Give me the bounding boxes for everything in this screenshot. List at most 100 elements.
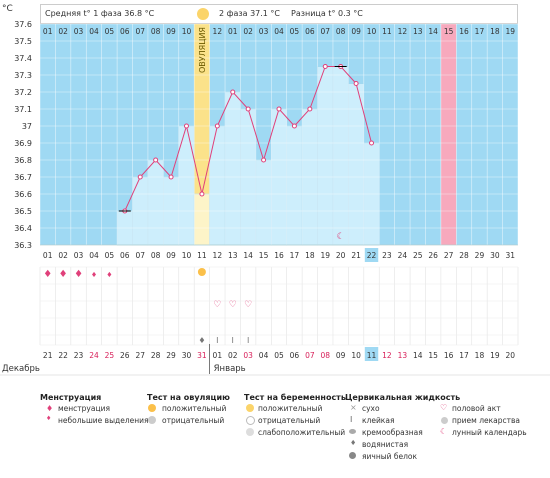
small-drop-icon: ♦	[46, 415, 52, 422]
sticky-icon: I	[350, 415, 353, 424]
date-label: 23	[74, 351, 84, 360]
temp-point	[137, 174, 143, 180]
preg-negative-icon	[246, 416, 255, 425]
top-day-label: 07	[135, 27, 145, 36]
top-day-label: 07	[320, 27, 330, 36]
legend-ovul-pos: положительный	[162, 404, 227, 413]
watery-icon: ♦	[350, 439, 357, 447]
temp-bar	[193, 193, 210, 246]
menstruation-drop: ♦	[59, 269, 68, 280]
date-label: 13	[398, 351, 408, 360]
y-tick-label: 37.6	[14, 20, 32, 29]
date-label: 20	[506, 351, 516, 360]
y-tick-label: 37.1	[14, 105, 32, 114]
moon-icon: ☾	[440, 427, 448, 436]
cycle-day-label: 27	[444, 251, 454, 260]
cycle-day-label: 02	[58, 251, 68, 260]
cycle-day-label: 21	[351, 251, 361, 260]
y-tick-label: 37.3	[14, 71, 32, 80]
legend-preg-pos: положительный	[258, 404, 323, 413]
heart-icon: ♡	[244, 300, 252, 310]
top-day-label: 19	[506, 27, 516, 36]
y-tick-label: 36.3	[14, 241, 32, 250]
date-label: 22	[58, 351, 68, 360]
temp-point	[322, 64, 328, 69]
legend-cerv-head: Цервикальная жидкость	[345, 393, 461, 402]
preg-positive-icon	[246, 404, 254, 412]
legend-preg-head: Тест на беременность	[244, 393, 346, 402]
cycle-day-label: 05	[105, 251, 115, 260]
temp-point	[214, 123, 220, 129]
sticky-icon: I	[216, 336, 218, 345]
temp-point	[230, 89, 236, 95]
date-label: 30	[182, 351, 192, 360]
eggwhite-icon	[349, 452, 356, 459]
cycle-day-label: 10	[182, 251, 192, 260]
heart-icon: ♡	[213, 300, 221, 310]
creamy-icon	[349, 429, 356, 434]
cycle-day-label: 15	[259, 251, 269, 260]
menstruation-drop: ♦	[106, 271, 112, 279]
date-label: 31	[197, 351, 207, 360]
temp-bar	[286, 125, 303, 246]
cycle-day-label: 09	[166, 251, 176, 260]
date-label: 28	[151, 351, 161, 360]
legend-cerv4: водянистая	[362, 440, 409, 449]
legend-menstr-head: Менструация	[40, 393, 102, 402]
top-day-label: 12	[213, 27, 223, 36]
top-day-label: 03	[74, 27, 84, 36]
cycle-day-label: 08	[151, 251, 161, 260]
top-day-label: 04	[89, 27, 99, 36]
cycle-day-label: 13	[228, 251, 238, 260]
date-label: 25	[105, 351, 115, 360]
sun-negative-icon	[148, 416, 156, 424]
cycle-day-label: 07	[135, 251, 145, 260]
date-label: 12	[382, 351, 392, 360]
temp-point	[353, 81, 359, 86]
temp-point	[276, 106, 282, 112]
temp-point	[307, 106, 313, 112]
cycle-day-label: 17	[290, 251, 300, 260]
drop-icon: ♦	[46, 404, 54, 413]
top-day-label: 04	[274, 27, 284, 36]
expected-period-column	[440, 24, 457, 245]
cycle-day-label: 25	[413, 251, 423, 260]
legend-cerv5: яичный белок	[362, 452, 418, 461]
sticky-icon: I	[232, 336, 234, 345]
date-label: 05	[274, 351, 284, 360]
temp-point	[369, 140, 375, 146]
legend-cerv3: кремообразная	[362, 428, 423, 437]
cycle-day-label: 18	[305, 251, 315, 260]
cycle-day-label: 22	[367, 251, 377, 260]
temp-point	[291, 123, 297, 129]
legend-spotting: небольшие выделения	[58, 416, 149, 425]
y-tick-label: 36.7	[14, 173, 32, 182]
top-day-label: 01	[228, 27, 238, 36]
top-day-label: 14	[428, 27, 438, 36]
cycle-day-label: 16	[274, 251, 284, 260]
stats-bar: Средняя t° 1 фаза 36.8 °C 2 фаза 37.1 °C…	[40, 4, 518, 24]
date-label: 08	[320, 351, 330, 360]
menstruation-drop: ♦	[91, 271, 97, 279]
date-label: 11	[367, 351, 377, 360]
top-day-label: 10	[367, 27, 377, 36]
date-label: 01	[213, 351, 223, 360]
cycle-day-label: 20	[336, 251, 346, 260]
y-tick-label: 37	[22, 122, 32, 131]
ovulation-test-positive	[197, 268, 206, 276]
pill-icon	[441, 417, 448, 424]
top-day-label: 05	[105, 27, 115, 36]
ovulation-label: ОВУЛЯЦИЯ	[198, 27, 207, 73]
date-label: 27	[135, 351, 145, 360]
date-label: 04	[259, 351, 269, 360]
menstruation-drop: ♦	[43, 269, 52, 280]
legend-other2: прием лекарства	[452, 416, 520, 425]
date-label: 02	[228, 351, 238, 360]
top-day-label: 09	[351, 27, 361, 36]
legend-menstr: менструация	[58, 404, 110, 413]
temp-point	[153, 157, 159, 163]
temp-bar	[348, 83, 365, 246]
temp-diff: Разница t° 0.3 °C	[291, 9, 363, 18]
y-tick-label: 37.4	[14, 54, 32, 63]
temp-point	[199, 191, 205, 197]
